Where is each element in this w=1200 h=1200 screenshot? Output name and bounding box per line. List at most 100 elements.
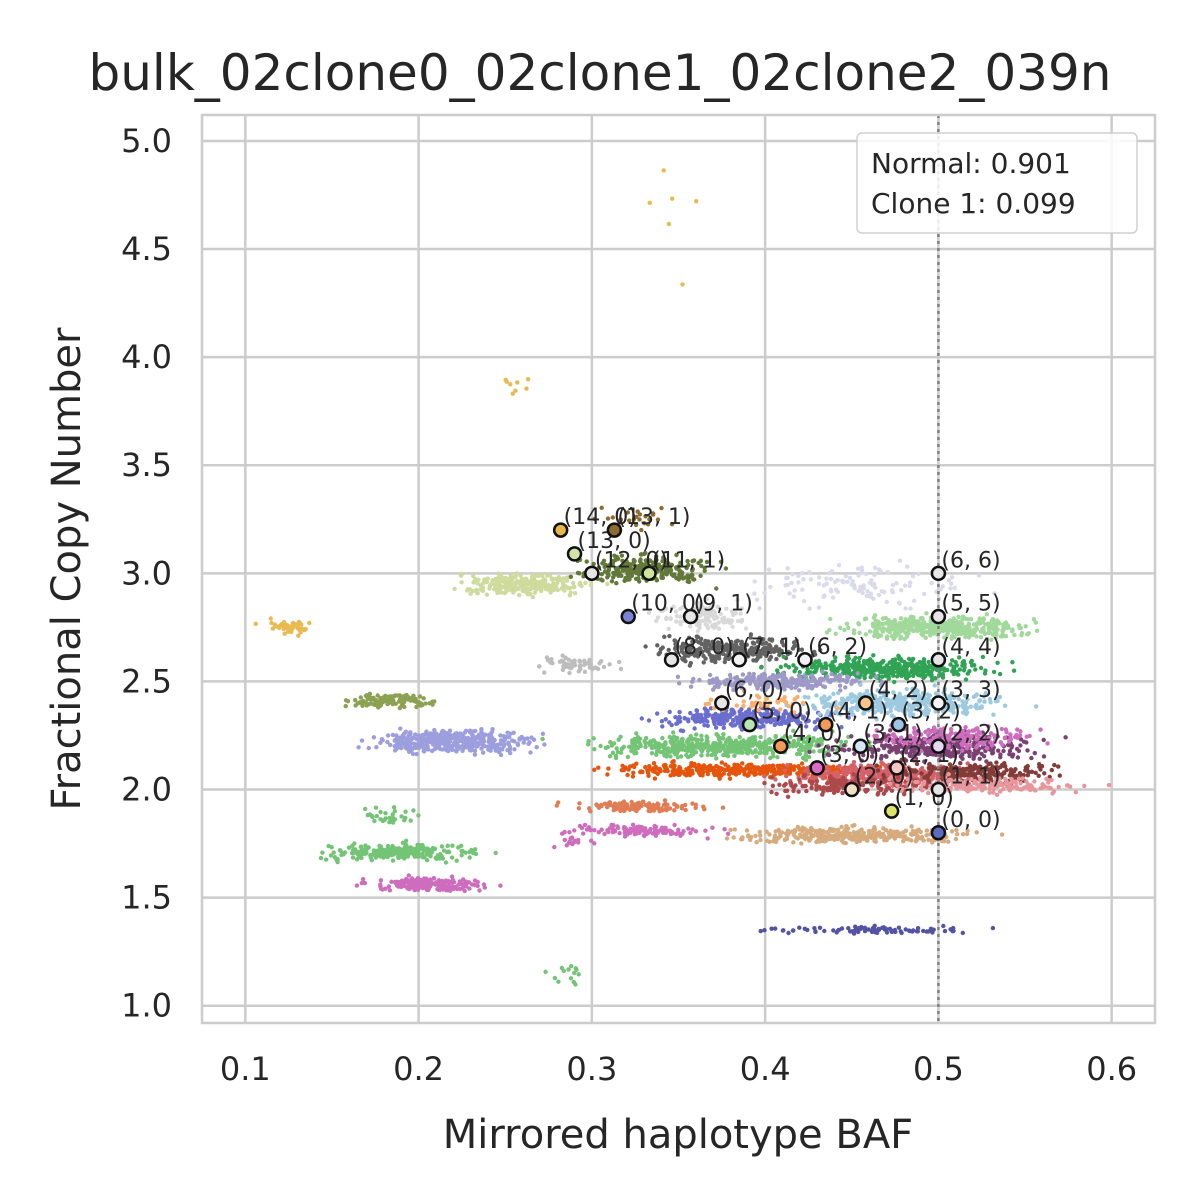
scatter-point bbox=[988, 626, 993, 631]
scatter-point bbox=[897, 629, 903, 634]
scatter-point bbox=[351, 850, 357, 856]
scatter-point bbox=[858, 584, 863, 590]
scatter-point bbox=[785, 566, 790, 571]
scatter-point bbox=[928, 628, 933, 633]
scatter-cluster bbox=[647, 168, 699, 287]
scatter-point bbox=[390, 843, 395, 849]
scatter-point bbox=[868, 591, 874, 596]
scatter-point bbox=[842, 627, 847, 633]
scatter-point bbox=[296, 619, 302, 625]
scatter-point bbox=[797, 688, 802, 693]
scatter-point bbox=[882, 589, 887, 595]
scatter-point bbox=[792, 588, 797, 593]
scatter-point bbox=[932, 683, 937, 688]
scatter-point bbox=[359, 844, 364, 849]
scatter-point bbox=[634, 568, 640, 573]
scatter-point bbox=[849, 734, 854, 739]
scatter-point bbox=[714, 586, 719, 591]
scatter-point bbox=[463, 728, 469, 733]
scatter-point bbox=[342, 850, 348, 855]
scatter-point bbox=[768, 745, 773, 751]
scatter-point bbox=[695, 629, 700, 634]
scatter-point bbox=[525, 736, 530, 741]
scatter-point bbox=[392, 879, 398, 885]
scatter-point bbox=[723, 619, 729, 625]
scatter-point bbox=[458, 573, 464, 578]
scatter-point bbox=[474, 587, 479, 593]
scatter-point bbox=[646, 610, 652, 616]
scatter-point bbox=[661, 555, 666, 560]
scatter-point bbox=[846, 661, 851, 666]
scatter-point bbox=[768, 649, 773, 654]
scatter-point bbox=[445, 843, 450, 848]
scatter-point bbox=[697, 625, 702, 631]
scatter-point bbox=[901, 666, 906, 671]
scatter-point bbox=[421, 845, 426, 850]
scatter-point bbox=[976, 573, 982, 578]
scatter-point bbox=[647, 517, 652, 522]
scatter-point bbox=[846, 625, 851, 630]
scatter-point bbox=[891, 660, 897, 665]
scatter-point bbox=[643, 550, 648, 556]
scatter-point bbox=[654, 554, 659, 559]
scatter-point bbox=[379, 737, 385, 742]
scatter-point bbox=[709, 744, 715, 750]
scatter-point bbox=[680, 643, 685, 648]
scatter-point bbox=[827, 679, 832, 684]
scatter-point bbox=[687, 624, 693, 629]
scatter-point bbox=[1003, 634, 1009, 639]
scatter-point bbox=[592, 747, 597, 752]
scatter-point bbox=[817, 575, 822, 580]
scatter-point bbox=[427, 701, 432, 706]
scatter-point bbox=[614, 570, 620, 575]
scatter-point bbox=[588, 582, 594, 588]
scatter-point bbox=[673, 645, 678, 650]
scatter-point bbox=[374, 745, 379, 750]
scatter-point bbox=[696, 640, 701, 645]
scatter-point bbox=[734, 703, 739, 708]
scatter-point bbox=[830, 595, 836, 600]
scatter-point bbox=[504, 580, 510, 585]
scatter-point bbox=[869, 578, 874, 583]
scatter-point bbox=[507, 587, 512, 592]
scatter-point bbox=[913, 668, 918, 674]
scatter-point bbox=[277, 625, 282, 631]
scatter-point bbox=[968, 617, 974, 622]
scatter-point bbox=[522, 584, 527, 589]
scatter-point bbox=[468, 591, 473, 596]
scatter-point bbox=[724, 606, 729, 611]
scatter-point bbox=[353, 697, 358, 703]
scatter-point bbox=[840, 677, 846, 683]
scatter-point bbox=[984, 612, 989, 617]
scatter-point bbox=[1001, 626, 1007, 632]
scatter-point bbox=[772, 649, 777, 654]
scatter-point bbox=[716, 743, 721, 748]
scatter-point bbox=[852, 679, 857, 684]
scatter-point bbox=[979, 704, 984, 709]
scatter-point bbox=[735, 750, 740, 755]
scatter-point bbox=[452, 586, 457, 592]
scatter-point bbox=[639, 716, 644, 721]
scatter-point bbox=[896, 654, 902, 660]
scatter-point bbox=[707, 672, 713, 678]
scatter-point bbox=[399, 814, 404, 819]
scatter-point bbox=[698, 573, 703, 578]
scatter-point bbox=[401, 742, 406, 747]
scatter-point bbox=[792, 669, 797, 674]
scatter-point bbox=[513, 388, 518, 393]
scatter-point bbox=[501, 734, 506, 739]
scatter-point bbox=[713, 623, 719, 629]
scatter-point bbox=[555, 580, 560, 586]
scatter-point bbox=[929, 580, 934, 586]
scatter-point bbox=[343, 703, 348, 709]
scatter-point bbox=[871, 653, 876, 658]
scatter-point bbox=[897, 621, 903, 626]
scatter-point bbox=[475, 879, 480, 885]
scatter-point bbox=[565, 575, 570, 580]
scatter-point bbox=[634, 514, 639, 519]
scatter-point bbox=[692, 651, 698, 656]
scatter-point bbox=[698, 609, 703, 614]
scatter-point bbox=[646, 718, 652, 723]
scatter-point bbox=[741, 703, 746, 709]
scatter-point bbox=[656, 652, 661, 657]
